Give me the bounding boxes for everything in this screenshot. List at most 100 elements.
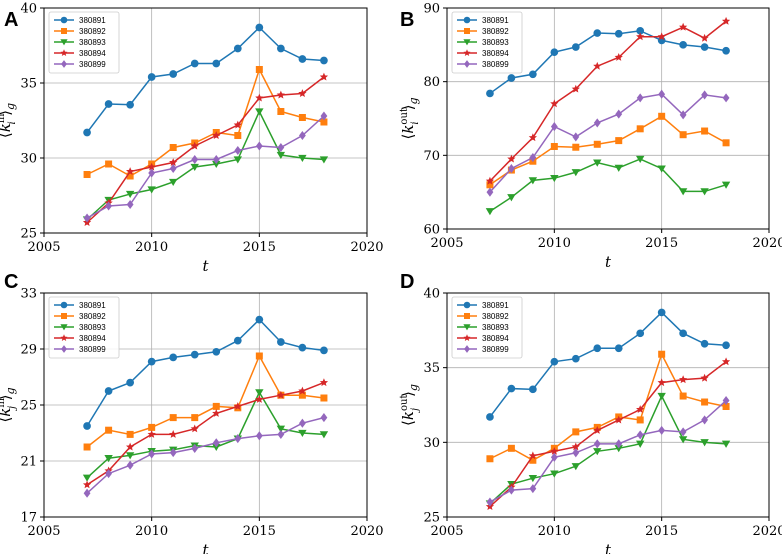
point-380891-2013 (212, 59, 221, 68)
point-380893-2016 (678, 188, 688, 196)
point-380894-2013 (614, 53, 623, 61)
point-380891-2014 (636, 26, 645, 35)
series-line-380894 (86, 76, 325, 224)
series-line-380899 (86, 416, 325, 494)
y-tick-label: 33 (20, 287, 37, 302)
point-380891-2012 (593, 344, 602, 353)
series-line-380892 (489, 115, 727, 186)
legend-label: 380899 (482, 60, 509, 69)
legend-label: 380892 (482, 312, 509, 321)
y-tick-label: 29 (20, 343, 37, 358)
series-380891-a (83, 23, 328, 137)
legend-label: 380891 (79, 16, 106, 25)
point-380893-2016 (678, 436, 688, 444)
y-axis-label-c: ⟨kinj⟩g (0, 387, 18, 422)
legend-marker (61, 28, 67, 34)
point-380891-2007 (486, 413, 494, 421)
legend-marker (464, 60, 470, 68)
point-380894-2018 (721, 357, 731, 366)
point-380894-2014 (636, 405, 645, 413)
legend-entry-380899: 380899 (54, 345, 106, 354)
legend-marker (463, 301, 471, 309)
point-380892-2014 (234, 132, 242, 139)
point-380893-2009 (125, 190, 135, 198)
point-380891-2013 (614, 344, 623, 353)
point-380891-2009 (126, 100, 134, 109)
point-380899-2011 (169, 163, 177, 174)
point-380892-2007 (486, 181, 494, 189)
point-380893-2014 (636, 440, 645, 448)
panel-letter-a: A (4, 9, 18, 31)
point-380891-2016 (277, 44, 285, 53)
point-380891-2012 (190, 350, 199, 359)
y-tick-label: 30 (423, 436, 440, 451)
y-tick-label: 35 (20, 77, 37, 92)
point-380894-2017 (298, 89, 307, 98)
legend-label: 380893 (79, 323, 106, 332)
series-380899-c (83, 413, 328, 498)
panel-letter-c: C (4, 271, 18, 293)
point-380892-2017 (701, 398, 709, 406)
point-380892-2018 (320, 118, 328, 126)
point-380894-2017 (700, 373, 709, 382)
legend-label: 380894 (79, 334, 106, 343)
series-380893-c (82, 389, 329, 482)
point-380894-2018 (721, 16, 731, 25)
point-380893-2016 (276, 425, 286, 433)
point-380899-2008 (507, 485, 515, 495)
point-380899-2008 (507, 164, 515, 174)
point-380893-2009 (528, 475, 538, 483)
legend-marker (463, 39, 471, 46)
y-axis-label-d: ⟨koutj⟩g (399, 384, 421, 426)
legend-label: 380894 (79, 49, 106, 58)
panel-letter-d: D (400, 271, 414, 293)
point-380892-2011 (169, 144, 177, 151)
point-380899-2017 (298, 130, 306, 141)
point-380899-2014 (636, 93, 644, 103)
point-380893-2007 (485, 208, 495, 216)
legend-label: 380892 (482, 27, 509, 36)
legend-entry-380892: 380892 (54, 312, 106, 321)
point-380894-2012 (190, 424, 199, 433)
x-tick-label: 2015 (645, 524, 678, 539)
point-380899-2009 (529, 484, 537, 494)
point-380893-2013 (614, 445, 623, 453)
point-380894-2016 (276, 90, 285, 99)
legend-label: 380891 (482, 16, 509, 25)
legend-entry-380894: 380894 (54, 49, 106, 58)
point-380894-2012 (593, 61, 602, 70)
legend-entry-380892: 380892 (457, 27, 509, 36)
point-380899-2018 (320, 111, 328, 121)
series-line-380894 (489, 361, 727, 508)
x-tick-label: 2005 (27, 240, 60, 255)
point-380899-2011 (169, 448, 177, 458)
legend-marker (60, 39, 68, 46)
point-380891-2011 (571, 43, 580, 51)
point-380892-2009 (126, 172, 134, 180)
series-380891-d (486, 308, 730, 421)
point-380894-2011 (571, 442, 580, 451)
series-380899-b (486, 89, 730, 197)
point-380892-2018 (722, 402, 730, 410)
point-380891-2008 (507, 384, 516, 393)
point-380899-2015 (255, 141, 263, 151)
point-380892-2014 (636, 416, 644, 424)
point-380891-2007 (486, 89, 494, 98)
point-380892-2018 (320, 394, 328, 402)
point-380894-2007 (82, 480, 92, 489)
x-tick-label: 2005 (27, 524, 60, 539)
point-380891-2013 (212, 347, 221, 356)
series-line-380899 (489, 93, 727, 193)
point-380891-2016 (277, 338, 285, 346)
point-380899-2016 (277, 429, 285, 439)
point-380899-2010 (550, 122, 558, 132)
point-380894-2010 (147, 162, 156, 171)
legend-entry-380891: 380891 (54, 301, 106, 310)
point-380892-2008 (105, 160, 113, 168)
point-380893-2008 (104, 455, 113, 463)
point-380893-2018 (721, 440, 731, 448)
legend-label: 380893 (482, 38, 509, 47)
series-line-380892 (86, 354, 325, 448)
point-380899-2015 (255, 431, 263, 441)
